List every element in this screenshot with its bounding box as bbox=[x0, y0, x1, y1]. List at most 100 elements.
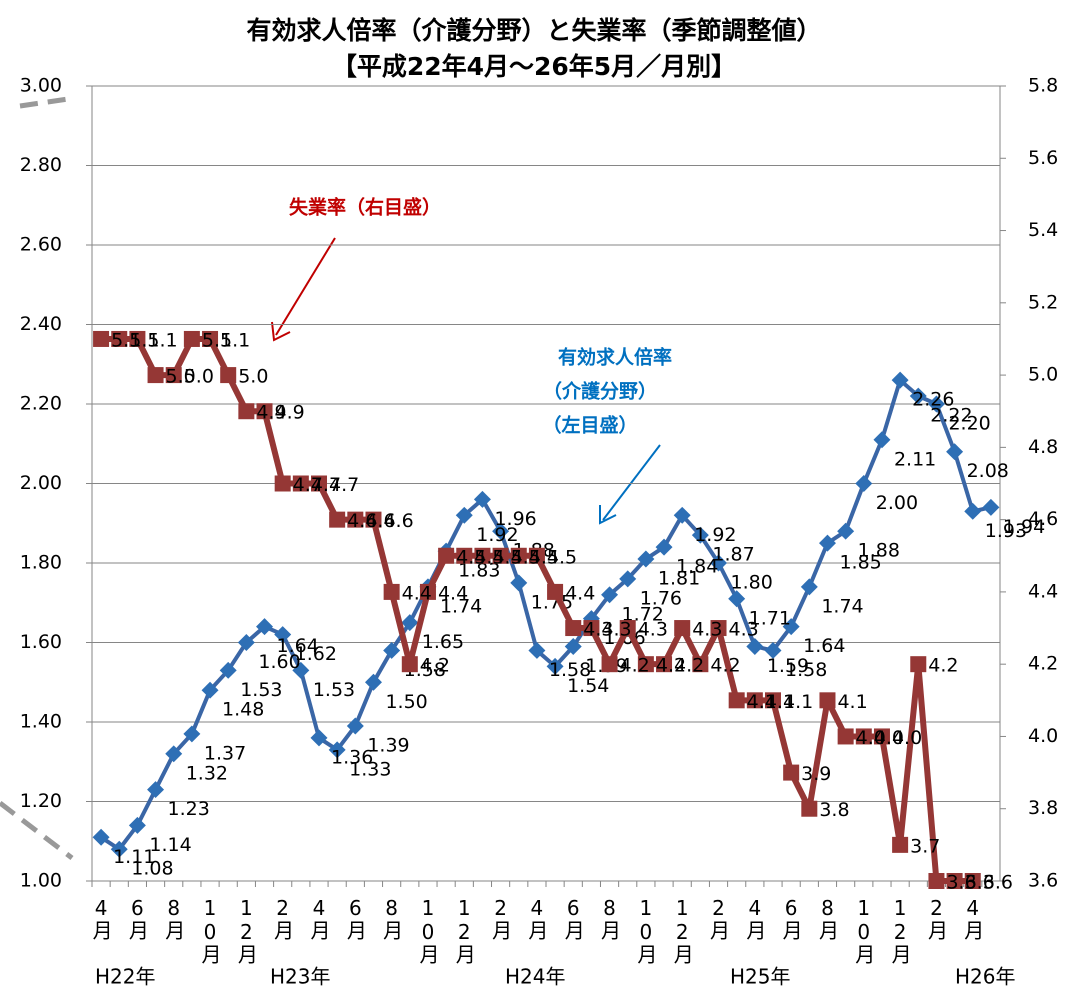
marker bbox=[637, 656, 654, 673]
marker bbox=[237, 634, 255, 651]
marker bbox=[619, 570, 637, 588]
data-label: 1.08 bbox=[131, 858, 173, 880]
x-tick-label: 6月 bbox=[125, 896, 149, 940]
marker bbox=[438, 547, 455, 564]
marker bbox=[656, 656, 673, 673]
y2-tick-label: 4.8 bbox=[1028, 436, 1058, 458]
marker bbox=[92, 828, 110, 846]
y-tick-label: 3.00 bbox=[20, 75, 62, 97]
x-tick-label: 10月 bbox=[198, 896, 222, 964]
chart-subtitle: 【平成22年4月～26年5月／月別】 bbox=[332, 52, 736, 81]
marker bbox=[927, 395, 945, 413]
y2-tick-label: 5.4 bbox=[1028, 219, 1058, 241]
marker bbox=[837, 728, 854, 745]
data-label: 1.58 bbox=[785, 659, 827, 681]
marker bbox=[746, 637, 764, 655]
marker bbox=[165, 745, 183, 763]
data-label: 1.36 bbox=[331, 746, 373, 768]
data-label: 2.08 bbox=[967, 460, 1009, 482]
data-label: 4.1 bbox=[783, 691, 813, 713]
data-label: 3.7 bbox=[910, 835, 940, 857]
data-label: 4.5 bbox=[492, 546, 522, 568]
data-label: 4.5 bbox=[511, 546, 541, 568]
data-label: 4.7 bbox=[329, 474, 359, 496]
marker bbox=[365, 511, 382, 528]
data-label: 4.3 bbox=[692, 619, 722, 641]
annotation-arrowhead bbox=[271, 321, 291, 342]
data-label: 1.53 bbox=[313, 679, 355, 701]
annotation-arrow bbox=[602, 444, 661, 521]
x-tick-label: 4月 bbox=[961, 896, 985, 940]
x-tick-label: 10月 bbox=[634, 896, 658, 964]
marker bbox=[873, 431, 891, 449]
data-label: 5.0 bbox=[238, 366, 268, 388]
y-tick-label: 2.80 bbox=[20, 154, 62, 176]
y2-tick-label: 4.4 bbox=[1028, 580, 1058, 602]
data-label: 5.1 bbox=[147, 329, 177, 351]
marker bbox=[528, 641, 546, 659]
marker bbox=[818, 534, 836, 552]
marker bbox=[946, 443, 964, 461]
data-label: 1.11 bbox=[113, 846, 155, 868]
data-label: 4.2 bbox=[674, 655, 704, 677]
marker bbox=[492, 547, 509, 564]
marker bbox=[800, 578, 818, 596]
data-label: 1.83 bbox=[458, 560, 500, 582]
marker bbox=[873, 728, 890, 745]
data-label: 4.0 bbox=[874, 727, 904, 749]
marker bbox=[147, 367, 164, 384]
year-label: H26年 bbox=[955, 965, 1016, 989]
data-label: 4.3 bbox=[583, 619, 613, 641]
y2-tick-label: 5.6 bbox=[1028, 147, 1058, 169]
marker bbox=[202, 330, 219, 347]
data-label: 1.74 bbox=[821, 595, 863, 617]
data-label: 1.87 bbox=[712, 544, 754, 566]
marker bbox=[456, 547, 473, 564]
data-label: 1.54 bbox=[567, 675, 609, 697]
data-label: 4.9 bbox=[275, 402, 305, 424]
data-label: 1.84 bbox=[676, 556, 718, 578]
x-tick-label: 4月 bbox=[89, 896, 113, 940]
marker bbox=[274, 626, 292, 644]
data-label: 1.60 bbox=[258, 651, 300, 673]
data-label: 1.81 bbox=[658, 568, 700, 590]
marker bbox=[910, 656, 927, 673]
data-label: 4.5 bbox=[529, 546, 559, 568]
marker bbox=[765, 692, 781, 709]
annotation: 失業率（右目盛） bbox=[289, 196, 441, 219]
x-tick-label: 6月 bbox=[343, 896, 367, 940]
marker bbox=[637, 550, 655, 568]
y-tick-label: 1.60 bbox=[20, 631, 62, 653]
data-label: 2.20 bbox=[948, 413, 990, 435]
data-label: 5.1 bbox=[202, 329, 232, 351]
x-tick-label: 12月 bbox=[888, 896, 912, 964]
marker bbox=[691, 526, 709, 544]
x-tick-label: 12月 bbox=[452, 896, 476, 964]
data-label: 4.5 bbox=[547, 546, 577, 568]
data-label: 1.80 bbox=[731, 572, 773, 594]
marker bbox=[764, 641, 782, 659]
y-tick-label: 1.00 bbox=[20, 870, 62, 892]
y-tick-label: 1.20 bbox=[20, 790, 62, 812]
data-label: 4.3 bbox=[729, 619, 759, 641]
data-label: 1.64 bbox=[277, 635, 319, 657]
data-label: 4.4 bbox=[565, 582, 595, 604]
marker bbox=[928, 873, 945, 889]
marker bbox=[746, 692, 763, 709]
data-label: 4.5 bbox=[456, 546, 486, 568]
marker bbox=[329, 511, 346, 528]
data-label: 4.6 bbox=[365, 510, 395, 532]
x-tick-label: 10月 bbox=[416, 896, 440, 964]
marker bbox=[601, 586, 619, 604]
x-tick-label: 10月 bbox=[852, 896, 876, 964]
data-label: 3.8 bbox=[819, 799, 849, 821]
marker bbox=[674, 620, 691, 637]
data-label: 1.72 bbox=[622, 603, 664, 625]
data-label: 1.50 bbox=[385, 691, 427, 713]
data-label: 4.6 bbox=[347, 510, 377, 532]
x-tick-label: 6月 bbox=[561, 896, 585, 940]
y-tick-label: 2.00 bbox=[20, 472, 62, 494]
data-label: 1.93 bbox=[985, 520, 1027, 542]
marker bbox=[547, 583, 564, 600]
data-label: 4.7 bbox=[311, 474, 341, 496]
